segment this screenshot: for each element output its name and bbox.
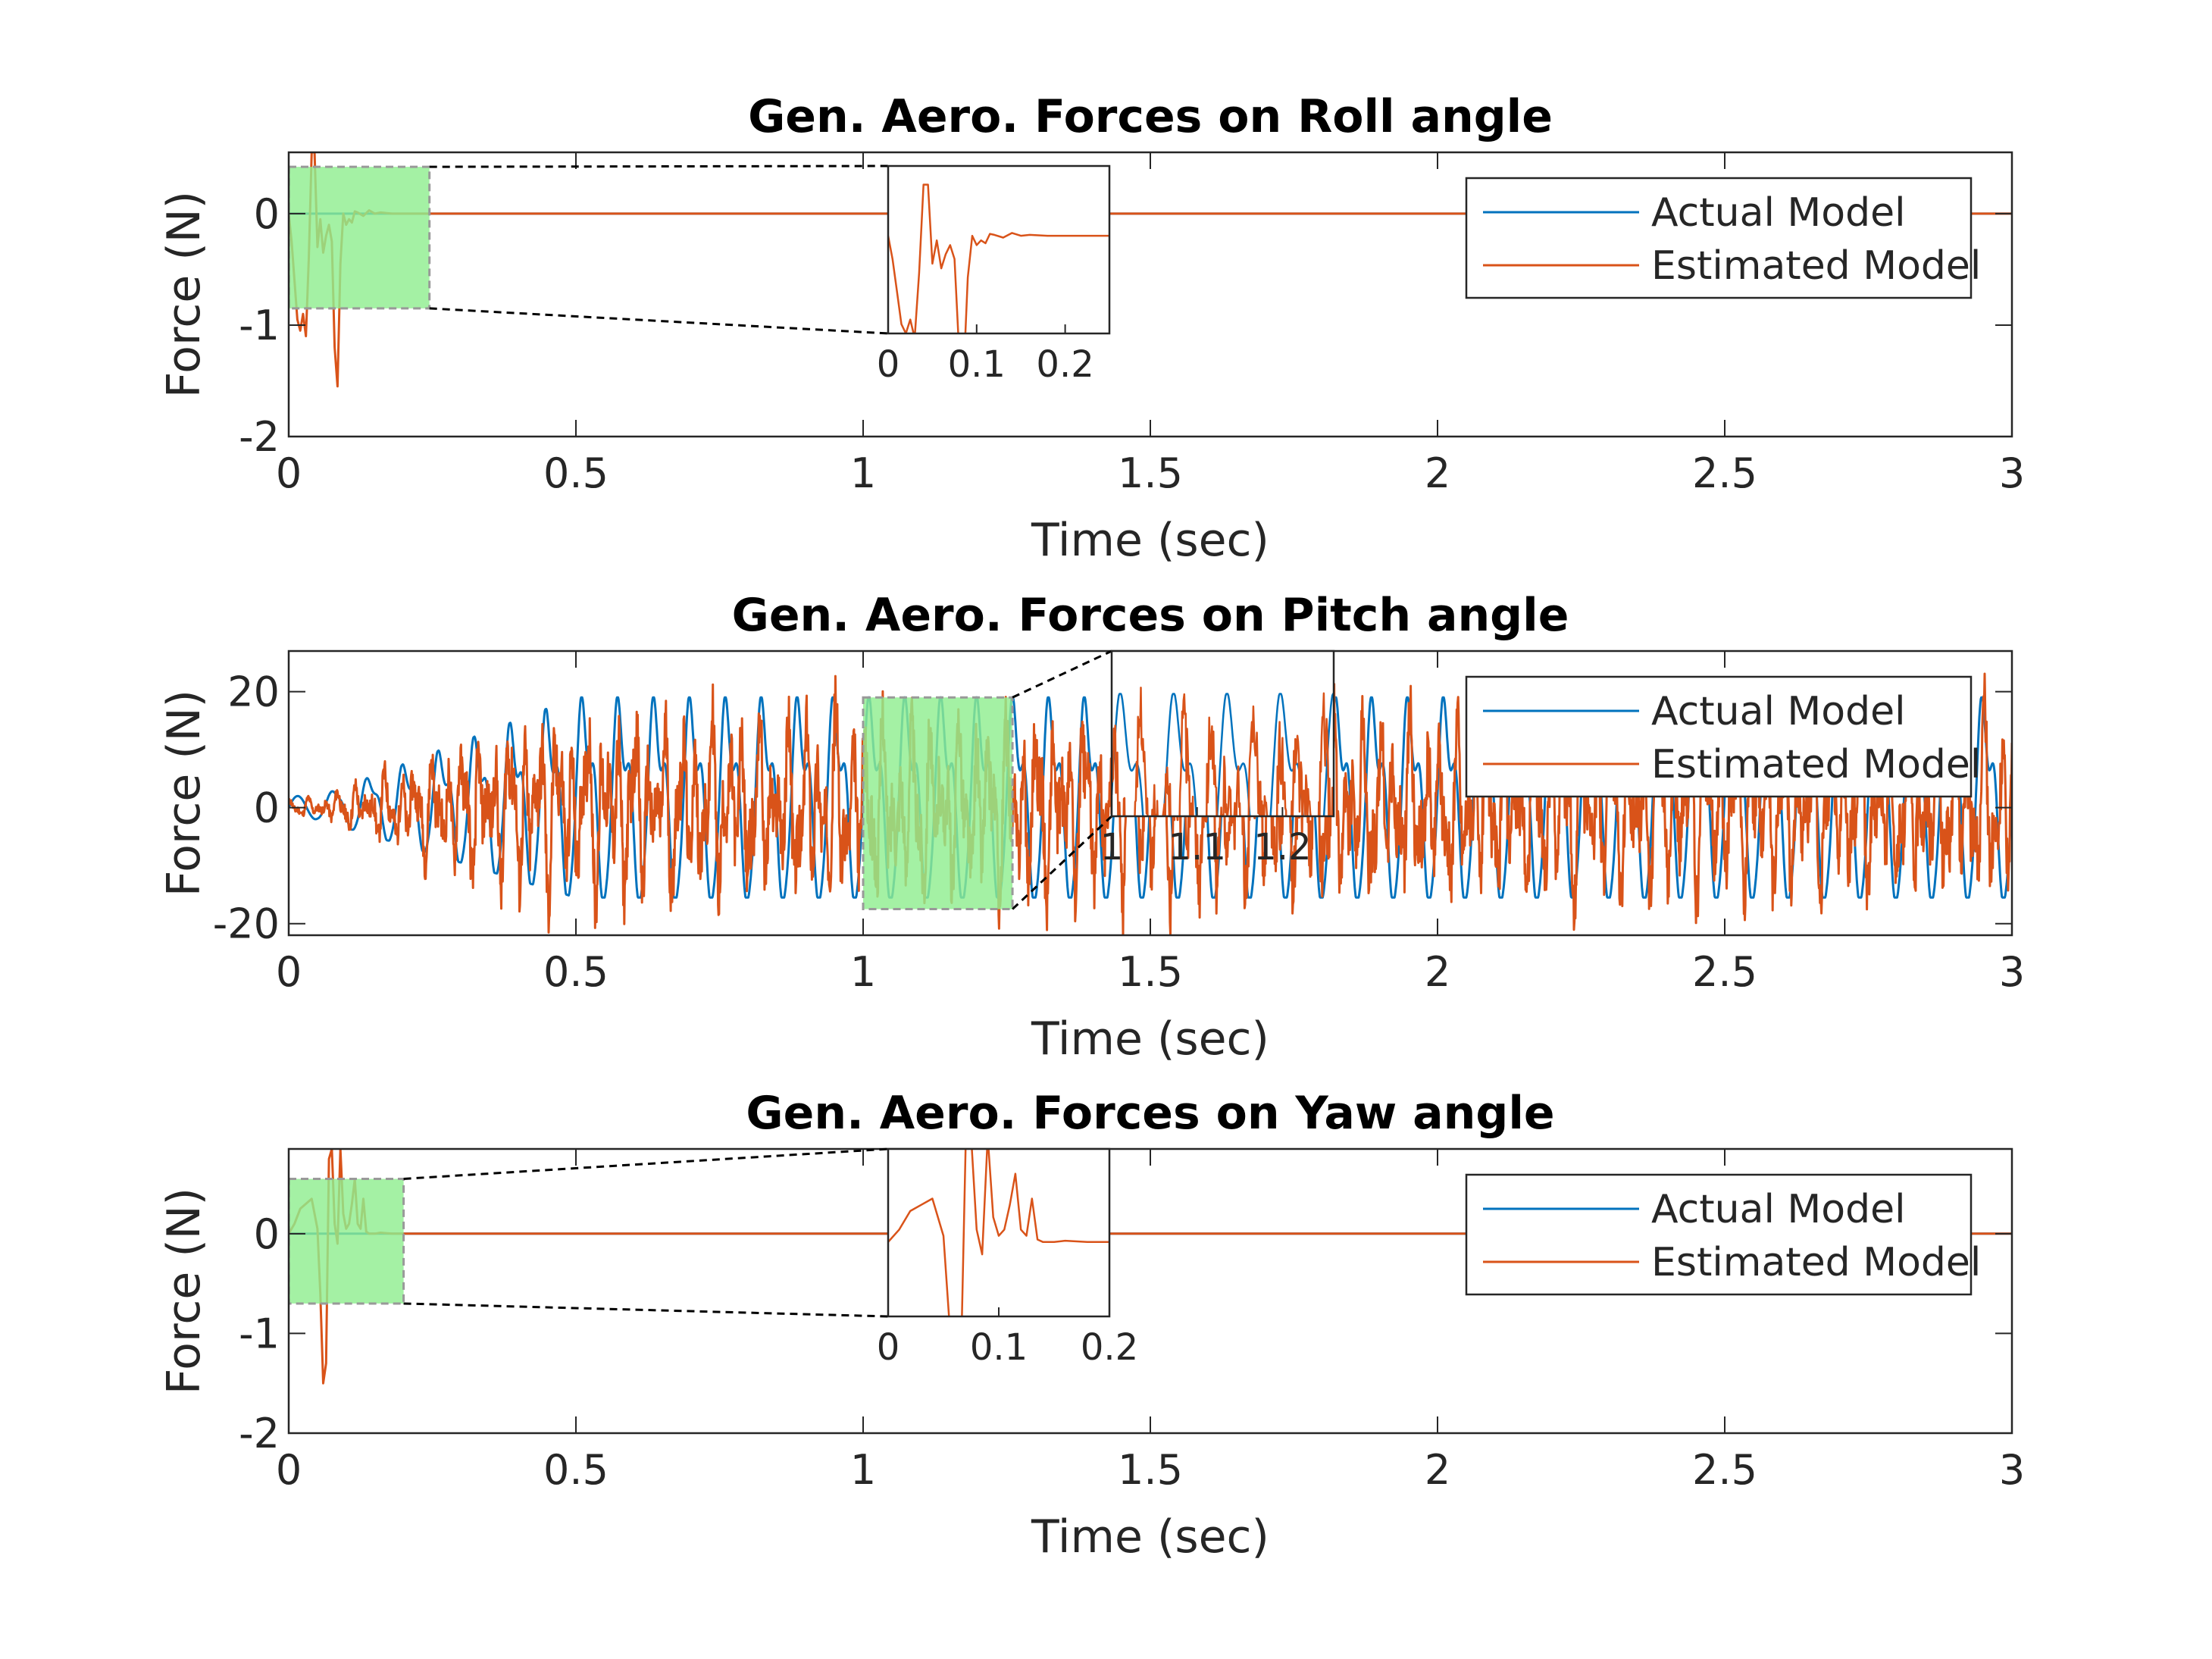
y-tick-label: -1 xyxy=(239,1310,280,1357)
y-tick-label: -2 xyxy=(239,413,280,461)
series-line-estimated-model xyxy=(289,672,2012,935)
inset-plot-area xyxy=(888,183,1109,333)
zoom-connector-bottom xyxy=(403,1302,889,1318)
legend: Actual Model Estimated Model xyxy=(1465,1173,1981,1296)
zoom-inset: 1 1.1 1.2 xyxy=(1100,650,1335,869)
zoom-region-highlight xyxy=(289,165,431,310)
x-axis-label: Time (sec) xyxy=(1031,1510,1269,1564)
legend-box xyxy=(1465,1173,1973,1296)
inset-x-tick-label: 0 xyxy=(877,1326,900,1369)
x-tick-label: 1 xyxy=(850,1446,876,1494)
chart-title: Gen. Aero. Forces on Roll angle xyxy=(748,90,1553,143)
x-tick-label: 1.5 xyxy=(1118,948,1183,996)
inset-plot-area xyxy=(888,1149,1109,1316)
inset-plot-area xyxy=(1112,686,1334,816)
x-tick-label: 1.5 xyxy=(1118,1446,1183,1494)
legend: Actual Model Estimated Model xyxy=(1465,177,1981,299)
inset-x-tick-label: 1.1 xyxy=(1169,826,1226,869)
legend-label: Actual Model xyxy=(1651,689,1906,734)
legend-box xyxy=(1465,675,1973,798)
x-tick-label: 3 xyxy=(1999,1446,2025,1494)
inset-box xyxy=(887,164,1111,335)
x-tick-label: 2.5 xyxy=(1692,449,1757,497)
inset-series-line-estimated-model xyxy=(1112,686,1334,816)
y-axis-label: Force (N) xyxy=(158,191,211,398)
x-tick-label: 0.5 xyxy=(543,449,609,497)
x-tick-label: 2 xyxy=(1425,449,1450,497)
legend-label: Estimated Model xyxy=(1651,1240,1981,1285)
legend-label: Estimated Model xyxy=(1651,243,1981,289)
x-tick-label: 1 xyxy=(850,449,876,497)
x-axis-label: Time (sec) xyxy=(1031,1013,1269,1066)
zoom-region-highlight xyxy=(289,1177,405,1305)
x-tick-label: 1 xyxy=(850,948,876,996)
zoom-connector-bottom xyxy=(1012,815,1113,910)
y-tick-label: 20 xyxy=(227,668,280,716)
y-tick-label: 0 xyxy=(254,190,280,238)
zoom-region-highlight xyxy=(862,696,1014,911)
x-tick-label: 0 xyxy=(276,1446,302,1494)
x-tick-label: 2.5 xyxy=(1692,1446,1757,1494)
axes-box xyxy=(287,1147,2013,1435)
inset-series-line-estimated-model xyxy=(888,1149,1109,1316)
zoom-connector-top xyxy=(1012,650,1112,699)
subplot-3: 0 0.5 1 1.5 2 2.5 3 -2 -1 0 Gen. Aero. Forces on Y… xyxy=(158,1087,2025,1564)
y-axis-label: Force (N) xyxy=(158,690,211,897)
inset-x-tick-label: 0.1 xyxy=(970,1326,1028,1369)
subplot-1: 0 0.5 1 1.5 2 2.5 3 -2 -1 0 Gen. Aero. Forces on R… xyxy=(158,90,2025,567)
inset-x-tick-label: 0.1 xyxy=(948,343,1006,386)
x-tick-label: 1.5 xyxy=(1118,449,1183,497)
inset-x-tick-label: 1.2 xyxy=(1253,826,1311,869)
y-tick-label: 0 xyxy=(254,1210,280,1258)
legend-label: Estimated Model xyxy=(1651,742,1981,787)
inset-x-tick-label: 0.2 xyxy=(1081,1326,1138,1369)
inset-series-line-estimated-model xyxy=(888,183,1109,333)
x-tick-label: 3 xyxy=(1999,449,2025,497)
legend-label: Actual Model xyxy=(1651,190,1906,236)
inset-x-tick-label: 0 xyxy=(877,343,900,386)
axes-box xyxy=(287,151,2013,438)
y-tick-label: -20 xyxy=(213,900,280,948)
x-axis-label: Time (sec) xyxy=(1031,514,1269,567)
x-tick-label: 0 xyxy=(276,948,302,996)
x-tick-label: 0.5 xyxy=(543,1446,609,1494)
plot-area xyxy=(289,672,2012,935)
inset-box xyxy=(1110,650,1335,818)
x-tick-label: 3 xyxy=(1999,948,2025,996)
zoom-connector-top xyxy=(403,1147,889,1180)
x-tick-label: 2 xyxy=(1425,948,1450,996)
legend-label: Actual Model xyxy=(1651,1187,1906,1232)
x-tick-label: 0 xyxy=(276,449,302,497)
inset-background xyxy=(888,166,1109,333)
x-tick-label: 0.5 xyxy=(543,948,609,996)
y-tick-label: 0 xyxy=(254,784,280,832)
legend-box xyxy=(1465,177,1973,299)
zoom-inset: 0 0.1 0.2 xyxy=(877,164,1111,386)
plot-area xyxy=(289,152,2012,388)
chart-title: Gen. Aero. Forces on Pitch angle xyxy=(732,589,1569,642)
x-tick-label: 2.5 xyxy=(1692,948,1757,996)
y-tick-label: -1 xyxy=(239,302,280,349)
legend: Actual Model Estimated Model xyxy=(1465,675,1981,798)
x-tick-label: 2 xyxy=(1425,1446,1450,1494)
y-tick-label: -2 xyxy=(239,1410,280,1457)
chart-title: Gen. Aero. Forces on Yaw angle xyxy=(746,1087,1554,1140)
inset-x-tick-label: 1 xyxy=(1100,826,1124,869)
y-axis-label: Force (N) xyxy=(158,1188,211,1394)
zoom-inset: 0 0.1 0.2 xyxy=(877,1147,1138,1369)
inset-x-tick-label: 0.2 xyxy=(1036,343,1093,386)
